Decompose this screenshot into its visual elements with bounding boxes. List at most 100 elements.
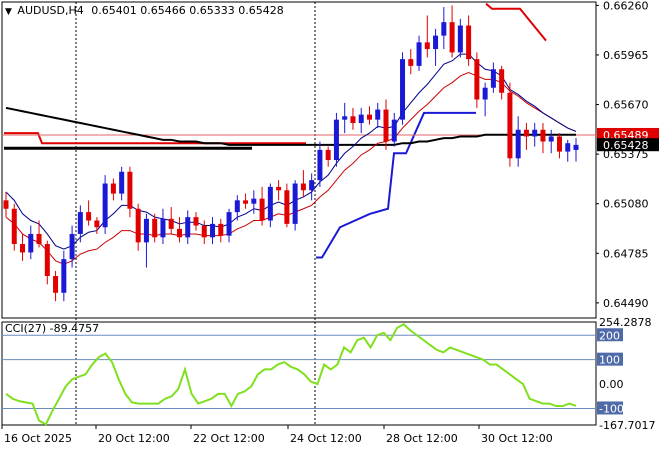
candle-body xyxy=(408,59,414,66)
candle-body xyxy=(28,233,34,253)
cci-level-box xyxy=(597,328,623,342)
candle-body xyxy=(185,217,191,238)
candle-body xyxy=(333,119,339,160)
candle-body xyxy=(565,143,571,152)
candle-body xyxy=(284,190,290,224)
candle-body xyxy=(77,212,83,234)
cci-level-box xyxy=(597,352,623,366)
price-pane xyxy=(1,1,597,425)
candle-body xyxy=(176,228,182,238)
candle-body xyxy=(160,218,166,238)
candle-body xyxy=(515,129,521,159)
candle-body xyxy=(267,186,273,221)
current-price-box xyxy=(597,138,659,152)
blue-trend-line xyxy=(316,111,476,259)
candle-body xyxy=(350,116,356,124)
candle-body xyxy=(135,208,141,243)
time-tick-label: 24 Oct 12:00 xyxy=(290,432,362,445)
symbol-timeframe: AUDUSD,H4 xyxy=(17,4,84,17)
price-tick-label: 0.64785 xyxy=(603,247,649,260)
candle-body xyxy=(94,220,100,228)
candle-body xyxy=(152,218,158,238)
candle-body xyxy=(466,25,472,60)
candle-body xyxy=(548,136,554,142)
candle-body xyxy=(36,233,42,245)
price-tick-label: 0.64490 xyxy=(603,297,649,310)
candle-body xyxy=(127,171,133,209)
candle-body xyxy=(532,129,538,137)
candle-body xyxy=(243,200,249,204)
candle-body xyxy=(20,244,26,253)
time-tick-label: 20 Oct 12:00 xyxy=(98,432,170,445)
candle-body xyxy=(234,200,240,213)
candle-body xyxy=(523,129,529,137)
bid-line-label-box xyxy=(597,127,659,141)
candle-body xyxy=(53,275,59,293)
price-pane-frame xyxy=(1,1,597,319)
candle-body xyxy=(383,109,389,142)
cci-level-box xyxy=(597,401,623,415)
time-axis: 16 Oct 2025 20 Oct 12:00 22 Oct 12:00 24 Oc… xyxy=(1,425,553,445)
time-tick-label: 16 Oct 2025 xyxy=(4,432,72,445)
candle-body xyxy=(358,114,364,124)
candle-body xyxy=(201,225,207,238)
candle-body xyxy=(309,180,315,191)
ohlc-values: 0.65401 0.65466 0.65333 0.65428 xyxy=(91,4,284,17)
candle-body xyxy=(556,136,562,152)
red-trend-line xyxy=(485,2,547,42)
time-tick-label: 28 Oct 12:00 xyxy=(386,432,458,445)
triangle-down-icon[interactable]: ▼ xyxy=(5,7,12,17)
cci-tick-label: -167.7017 xyxy=(599,419,655,432)
candle-body xyxy=(342,116,348,120)
candle-body xyxy=(61,259,67,293)
cci-pane-frame xyxy=(1,321,597,426)
candle-body xyxy=(499,69,505,93)
candle-body xyxy=(3,200,9,209)
cci-tick-label: 254.2878 xyxy=(599,316,652,329)
candle-body xyxy=(490,69,496,88)
candle-body xyxy=(251,198,257,204)
candle-body xyxy=(317,149,323,181)
cci-line xyxy=(5,323,577,426)
candle-body xyxy=(424,42,430,50)
candle-body xyxy=(441,22,447,36)
series-ma-200 xyxy=(5,106,576,146)
series-ma-50 xyxy=(5,72,577,265)
price-tick-label: 0.65670 xyxy=(603,99,649,112)
cci-label: CCI(27) -89.4757 xyxy=(5,322,100,335)
candle-body xyxy=(375,109,381,120)
candle-body xyxy=(110,183,116,194)
candle-body xyxy=(433,35,439,50)
candle-body xyxy=(44,244,50,276)
candle-body xyxy=(210,223,216,238)
candle-body xyxy=(573,144,579,150)
cci-tick-label: 200 xyxy=(599,329,620,342)
candle-body xyxy=(11,208,17,245)
candle-body xyxy=(226,212,232,236)
candle-body xyxy=(457,25,463,53)
candle-body xyxy=(218,223,224,236)
time-tick-label: 22 Oct 12:00 xyxy=(193,432,265,445)
cci-pane xyxy=(1,321,597,426)
candle-body xyxy=(416,42,422,66)
candle-body xyxy=(300,183,306,191)
candle-body xyxy=(449,22,455,53)
candle-body xyxy=(86,212,92,221)
candle-body xyxy=(102,183,108,228)
candle-body xyxy=(366,114,372,120)
candle-body xyxy=(143,218,149,243)
candle-body xyxy=(193,217,199,226)
resistance-line xyxy=(4,132,306,145)
price-axis: 0.66260 0.65965 0.65670 0.65375 0.65080 0.647… xyxy=(596,0,659,432)
candle-body xyxy=(474,59,480,100)
candle-body xyxy=(276,186,282,191)
candle-body xyxy=(482,87,488,100)
cci-tick-label: -100 xyxy=(599,402,624,415)
candle-body xyxy=(292,183,298,224)
cci-tick-label: 0.00 xyxy=(599,378,624,391)
price-tick-label: 0.65965 xyxy=(603,49,649,62)
candle-body xyxy=(325,149,331,160)
candle-body xyxy=(119,171,125,194)
cci-tick-label: 100 xyxy=(599,354,620,367)
